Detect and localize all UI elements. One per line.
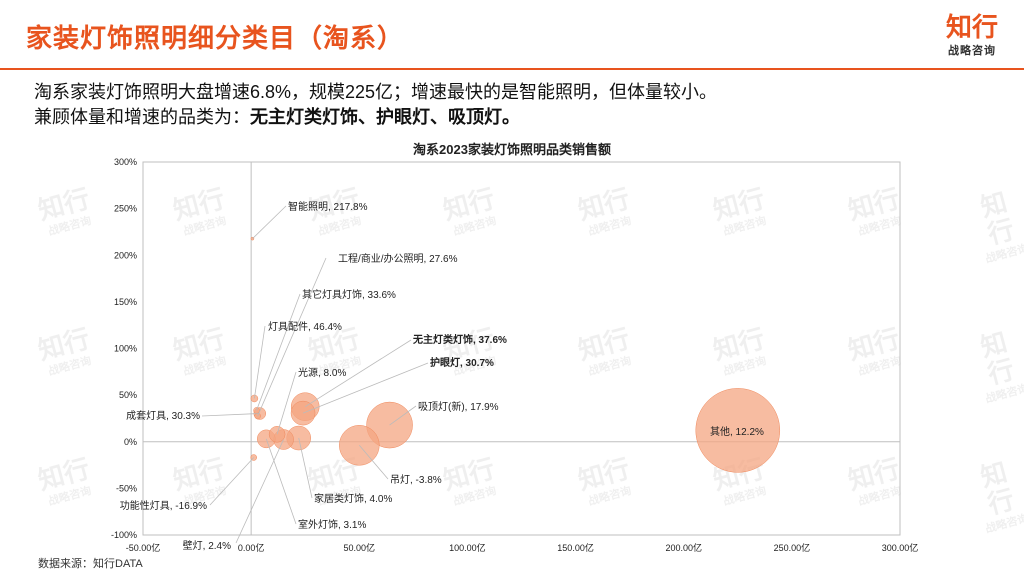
y-tick-label: 100%: [114, 344, 137, 354]
data-label: 光源, 8.0%: [298, 366, 346, 379]
x-tick-label: 250.00亿: [774, 542, 811, 553]
y-tick-label: 0%: [124, 437, 137, 447]
data-label: 成套灯具, 30.3%: [126, 409, 200, 422]
summary-line-1: 淘系家装灯饰照明大盘增速6.8%，规模225亿；增速最快的是智能照明，但体量较小…: [34, 82, 718, 102]
summary-line-2-prefix: 兼顾体量和增速的品类为：: [34, 107, 250, 127]
data-label: 壁灯, 2.4%: [183, 539, 231, 552]
summary-line-2: 兼顾体量和增速的品类为：无主灯类灯饰、护眼灯、吸顶灯。: [34, 105, 717, 130]
x-tick-label: 0.00亿: [238, 542, 265, 553]
brand-logo: 知行 战略咨询: [946, 12, 998, 58]
leader-line: [276, 371, 297, 435]
leader-line: [253, 325, 266, 399]
bubble-point: [695, 388, 781, 473]
x-tick-label: 200.00亿: [665, 542, 702, 553]
chart-title: 淘系2023家装灯饰照明品类销售额: [413, 142, 611, 157]
data-label: 智能照明, 217.8%: [288, 200, 368, 213]
y-tick-label: 300%: [114, 157, 137, 167]
leader-line: [265, 438, 297, 525]
data-label: 室外灯饰, 3.1%: [298, 518, 366, 531]
data-label: 其它灯具灯饰, 33.6%: [302, 288, 396, 301]
header-divider: [0, 68, 1024, 70]
y-tick-label: 250%: [114, 204, 137, 214]
y-tick-label: 150%: [114, 297, 137, 307]
plot-area: [142, 161, 901, 536]
x-tick-label: -50.00亿: [126, 542, 161, 553]
summary-text: 淘系家装灯饰照明大盘增速6.8%，规模225亿；增速最快的是智能照明，但体量较小…: [34, 80, 717, 130]
data-label: 护眼灯, 30.7%: [430, 356, 494, 369]
x-tick-label: 150.00亿: [557, 542, 594, 553]
leader-line: [389, 405, 417, 426]
leader-line: [235, 439, 284, 544]
leader-line: [257, 257, 327, 417]
y-tick-label: -50%: [116, 483, 137, 493]
data-label: 其他, 12.2%: [710, 425, 764, 438]
leader-line: [298, 437, 313, 499]
x-tick-label: 50.00亿: [344, 542, 376, 553]
data-label: 吊灯, -3.8%: [390, 474, 442, 486]
leader-line: [201, 413, 260, 417]
leader-line: [305, 339, 412, 408]
data-label: 功能性灯具, -16.9%: [120, 499, 207, 512]
leader-line: [256, 293, 301, 411]
y-tick-label: -100%: [111, 530, 137, 540]
x-tick-label: 300.00亿: [882, 542, 919, 553]
summary-line-2-highlight: 无主灯类灯饰、护眼灯、吸顶灯。: [250, 107, 520, 127]
leader-line: [252, 205, 287, 239]
data-label: 工程/商业/办公照明, 27.6%: [338, 252, 458, 265]
x-tick-label: 100.00亿: [449, 542, 486, 553]
logo-sub: 战略咨询: [947, 45, 996, 57]
y-tick-label: 200%: [114, 250, 137, 260]
leader-line: [209, 457, 255, 506]
leader-line: [302, 362, 429, 414]
data-label: 家居类灯饰, 4.0%: [314, 492, 392, 505]
data-label: 吸顶灯(新), 17.9%: [418, 400, 499, 413]
data-source: 数据来源：知行DATA: [38, 558, 143, 570]
leader-line: [358, 445, 389, 480]
data-label: 灯具配件, 46.4%: [268, 321, 342, 333]
y-tick-label: 50%: [119, 390, 137, 400]
page-title: 家装灯饰照明细分类目（淘系）: [26, 23, 405, 53]
data-label: 无主灯类灯饰, 37.6%: [412, 333, 507, 346]
logo-main: 知行: [945, 12, 998, 42]
